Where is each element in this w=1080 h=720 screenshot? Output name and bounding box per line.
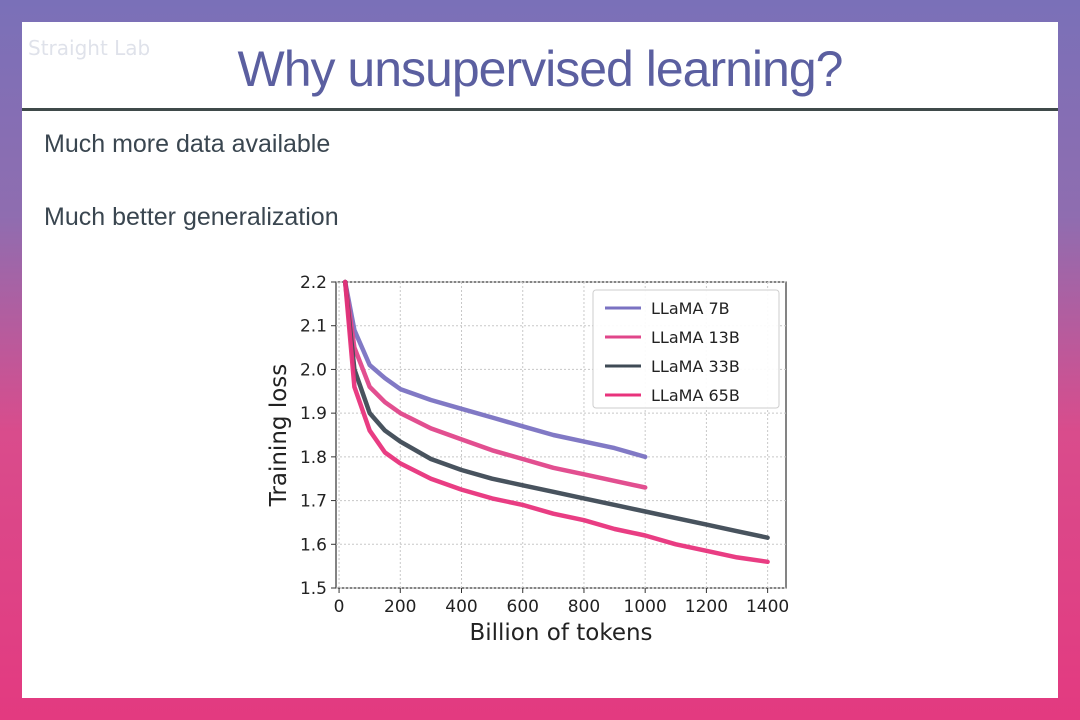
y-tick-label: 1.9 — [300, 404, 327, 424]
chart-legend: LLaMA 7B LLaMA 13B LLaMA 33B LLaMA 65B — [592, 289, 780, 409]
x-tick-label: 0 — [334, 597, 345, 617]
series-line-llama-7b — [342, 279, 648, 460]
series-lines — [342, 279, 770, 565]
x-tick-label: 400 — [445, 597, 477, 617]
y-tick-label: 2.1 — [300, 317, 327, 337]
y-tick-label: 1.5 — [300, 579, 327, 599]
slide-title: Why unsupervised learning? — [237, 41, 844, 97]
x-tick-label: 1000 — [624, 597, 667, 617]
training-loss-chart: 0 200 400 600 800 1000 1200 1400 1.5 1.6 1.7 1.8 1.9… — [266, 273, 789, 646]
y-tick-label: 1.7 — [300, 492, 327, 512]
grid-lines — [336, 281, 786, 589]
legend-entry: LLaMA 65B — [651, 386, 740, 405]
axis-ticks: 0 200 400 600 800 1000 1200 1400 1.5 1.6 1.7 1.8 1.9… — [300, 273, 789, 617]
y-tick-label: 2.2 — [300, 273, 327, 293]
legend-entry: LLaMA 33B — [651, 357, 740, 376]
legend-entry: LLaMA 7B — [651, 299, 730, 318]
x-tick-label: 600 — [507, 597, 539, 617]
y-tick-label: 2.0 — [300, 360, 327, 380]
x-axis-label: Billion of tokens — [469, 620, 652, 646]
y-tick-label: 1.8 — [300, 448, 327, 468]
x-tick-label: 1200 — [685, 597, 728, 617]
series-line-llama-65b — [342, 279, 770, 565]
bullet-generalization: Much better generalization — [44, 203, 339, 231]
title-divider — [22, 108, 1058, 111]
watermark-text: Straight Lab — [28, 36, 151, 60]
y-tick-label: 1.6 — [300, 535, 327, 555]
legend-entry: LLaMA 13B — [651, 328, 740, 347]
y-axis-label: Training loss — [266, 364, 292, 508]
series-line-llama-33b — [342, 279, 770, 540]
legend-box — [592, 289, 780, 409]
series-line-llama-13b — [342, 279, 648, 490]
x-tick-label: 1400 — [746, 597, 789, 617]
bullet-data-available: Much more data available — [44, 130, 331, 158]
x-tick-label: 800 — [568, 597, 600, 617]
x-tick-label: 200 — [384, 597, 416, 617]
